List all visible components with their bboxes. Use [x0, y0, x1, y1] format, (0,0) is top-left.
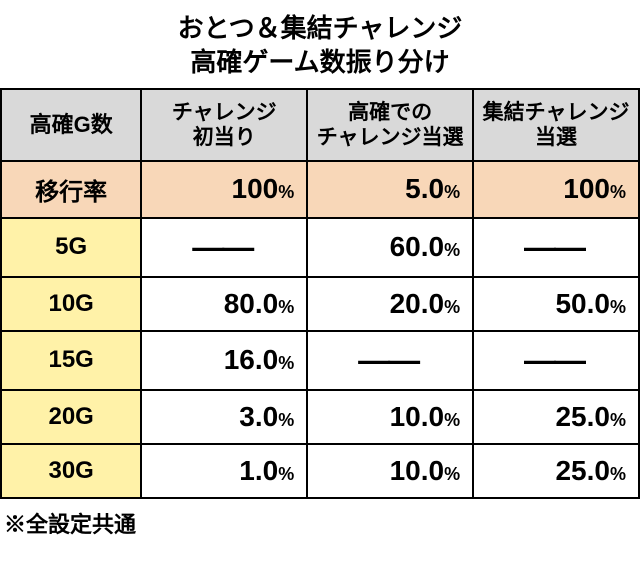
table-container: おとつ＆集結チャレンジ 高確ゲーム数振り分け 高確G数 チャレンジ 初当り 高確… — [0, 0, 640, 547]
value-cell: —— — [141, 218, 307, 277]
table-row: 5G——60.0%—— — [1, 218, 639, 277]
header-col2: 高確での チャレンジ当選 — [307, 89, 473, 161]
value-cell: —— — [473, 331, 639, 390]
percent-symbol: % — [444, 464, 460, 484]
percent-symbol: % — [278, 297, 294, 317]
percent-symbol: % — [278, 410, 294, 430]
percent-symbol: % — [610, 297, 626, 317]
rate-row: 移行率100%5.0%100% — [1, 161, 639, 218]
value-cell: 5.0% — [307, 161, 473, 218]
percent-symbol: % — [444, 410, 460, 430]
value-number: 10.0 — [390, 455, 445, 486]
percent-symbol: % — [278, 353, 294, 373]
dash: —— — [482, 342, 626, 379]
header-rowlabel: 高確G数 — [1, 89, 141, 161]
table-row: 30G1.0%10.0%25.0% — [1, 444, 639, 498]
table-body: 移行率100%5.0%100%5G——60.0%——10G80.0%20.0%5… — [1, 161, 639, 498]
row-label: 10G — [1, 277, 141, 331]
percent-symbol: % — [610, 182, 626, 202]
value-cell: 80.0% — [141, 277, 307, 331]
percent-symbol: % — [444, 182, 460, 202]
value-number: 3.0 — [239, 401, 278, 432]
header-row: 高確G数 チャレンジ 初当り 高確での チャレンジ当選 集結チャレンジ 当選 — [1, 89, 639, 161]
value-cell: 20.0% — [307, 277, 473, 331]
value-cell: 25.0% — [473, 444, 639, 498]
percent-symbol: % — [610, 464, 626, 484]
value-cell: —— — [307, 331, 473, 390]
percent-symbol: % — [444, 297, 460, 317]
value-cell: 1.0% — [141, 444, 307, 498]
value-cell: —— — [473, 218, 639, 277]
value-cell: 25.0% — [473, 390, 639, 444]
value-cell: 10.0% — [307, 444, 473, 498]
percent-symbol: % — [444, 240, 460, 260]
table-row: 15G16.0%———— — [1, 331, 639, 390]
data-table: 高確G数 チャレンジ 初当り 高確での チャレンジ当選 集結チャレンジ 当選 移… — [0, 88, 640, 499]
value-number: 100 — [232, 173, 279, 204]
value-cell: 100% — [473, 161, 639, 218]
table-row: 10G80.0%20.0%50.0% — [1, 277, 639, 331]
percent-symbol: % — [610, 410, 626, 430]
value-cell: 3.0% — [141, 390, 307, 444]
row-label: 30G — [1, 444, 141, 498]
value-cell: 10.0% — [307, 390, 473, 444]
title-line2: 高確ゲーム数振り分け — [190, 47, 449, 77]
header-col1: チャレンジ 初当り — [141, 89, 307, 161]
percent-symbol: % — [278, 182, 294, 202]
dash: —— — [150, 229, 294, 266]
value-number: 10.0 — [390, 401, 445, 432]
table-title: おとつ＆集結チャレンジ 高確ゲーム数振り分け — [0, 0, 640, 88]
value-cell: 60.0% — [307, 218, 473, 277]
value-number: 25.0 — [555, 455, 610, 486]
value-number: 60.0 — [390, 231, 445, 262]
value-number: 20.0 — [390, 288, 445, 319]
percent-symbol: % — [278, 464, 294, 484]
value-cell: 50.0% — [473, 277, 639, 331]
value-number: 50.0 — [555, 288, 610, 319]
value-number: 25.0 — [555, 401, 610, 432]
rate-label: 移行率 — [1, 161, 141, 218]
value-number: 100 — [563, 173, 610, 204]
table-row: 20G3.0%10.0%25.0% — [1, 390, 639, 444]
header-col3: 集結チャレンジ 当選 — [473, 89, 639, 161]
dash: —— — [482, 229, 626, 266]
dash: —— — [316, 342, 460, 379]
value-number: 5.0 — [405, 173, 444, 204]
value-number: 16.0 — [224, 344, 279, 375]
value-cell: 100% — [141, 161, 307, 218]
row-label: 15G — [1, 331, 141, 390]
title-line1: おとつ＆集結チャレンジ — [178, 13, 463, 43]
value-number: 1.0 — [239, 455, 278, 486]
row-label: 20G — [1, 390, 141, 444]
value-number: 80.0 — [224, 288, 279, 319]
row-label: 5G — [1, 218, 141, 277]
value-cell: 16.0% — [141, 331, 307, 390]
footnote: ※全設定共通 — [0, 499, 640, 547]
